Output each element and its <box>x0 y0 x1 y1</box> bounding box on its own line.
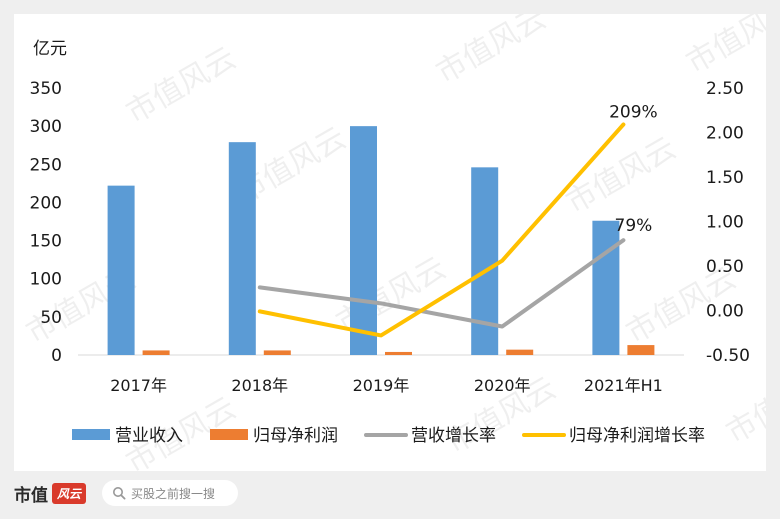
footer-bar: 市值 风云 买股之前搜一搜 <box>0 471 780 519</box>
right-axis-tick-label: -0.50 <box>706 346 750 366</box>
data-label: 79% <box>615 216 653 236</box>
right-axis-tick-label: 0.50 <box>706 257 744 277</box>
left-axis-tick-label: 50 <box>40 308 62 328</box>
net-profit-bar <box>627 345 655 355</box>
left-axis-tick-label: 0 <box>51 346 62 366</box>
revenue-bar <box>350 126 377 356</box>
watermark-text: 市值风云 <box>121 41 242 131</box>
left-axis-tick-label: 350 <box>30 79 62 99</box>
left-axis-ticks: 0 50 100 150 200 250 300 350 <box>30 79 62 366</box>
category-label: 2019年 <box>353 376 410 395</box>
right-axis-tick-label: 2.00 <box>706 124 744 144</box>
legend-label: 归母净利润 <box>253 426 338 446</box>
left-axis-tick-label: 100 <box>30 270 62 290</box>
watermark-text: 市值风云 <box>681 14 767 81</box>
chart-legend: 营业收入 归母净利润 营收增长率 归母净利润增长率 <box>72 426 705 446</box>
left-axis-tick-label: 300 <box>30 117 62 137</box>
category-label: 2018年 <box>231 376 288 395</box>
data-annotations: 209% 79% <box>609 102 658 236</box>
search-icon <box>113 487 126 500</box>
watermark-text: 市值风云 <box>431 14 552 91</box>
net-profit-bar <box>142 350 170 355</box>
net-profit-bar <box>263 350 291 355</box>
net-profit-bar <box>385 351 412 355</box>
category-label: 2017年 <box>110 376 167 395</box>
left-axis-tick-label: 250 <box>30 155 62 175</box>
brand-name: 市值 <box>14 486 48 506</box>
watermark-text: 市值风云 <box>721 361 767 451</box>
right-axis-tick-label: 2.50 <box>706 79 744 99</box>
legend-label: 营业收入 <box>115 426 183 446</box>
y-axis-unit-label: 亿元 <box>33 39 67 59</box>
bar-series <box>107 126 655 356</box>
right-axis-tick-label: 1.00 <box>706 213 744 233</box>
legend-label: 归母净利润增长率 <box>569 426 705 446</box>
search-input[interactable]: 买股之前搜一搜 <box>102 480 238 506</box>
category-label: 2021年H1 <box>584 376 663 395</box>
right-axis-tick-label: 0.00 <box>706 302 744 322</box>
profit-growth-line <box>257 122 626 338</box>
revenue-bar <box>592 220 620 355</box>
brand-mark: 风云 <box>52 483 87 504</box>
category-label: 2020年 <box>474 376 531 395</box>
left-axis-tick-label: 200 <box>30 193 62 213</box>
brand-logo: 市值 风云 <box>14 481 87 506</box>
left-axis-tick-label: 150 <box>30 232 62 252</box>
revenue-bar <box>107 185 135 355</box>
revenue-bar <box>228 142 256 355</box>
revenue-growth-line <box>257 238 626 329</box>
category-labels: 2017年 2018年 2019年 2020年 2021年H1 <box>110 376 663 395</box>
legend-swatch <box>210 429 248 440</box>
right-axis-ticks: -0.50 0.00 0.50 1.00 1.50 2.00 2.50 <box>706 79 750 366</box>
line-series <box>257 122 626 338</box>
search-placeholder: 买股之前搜一搜 <box>131 486 216 501</box>
right-axis-tick-label: 1.50 <box>706 168 744 188</box>
data-label: 209% <box>609 102 658 122</box>
chart-card: 市值风云 市值风云 市值风云 市值风云 市值风云 市值风云 市值风云 市值风云 市值风云 市值风云… <box>14 14 766 471</box>
legend-swatch <box>72 429 110 440</box>
net-profit-bar <box>506 349 534 355</box>
legend-label: 营收增长率 <box>411 426 496 446</box>
